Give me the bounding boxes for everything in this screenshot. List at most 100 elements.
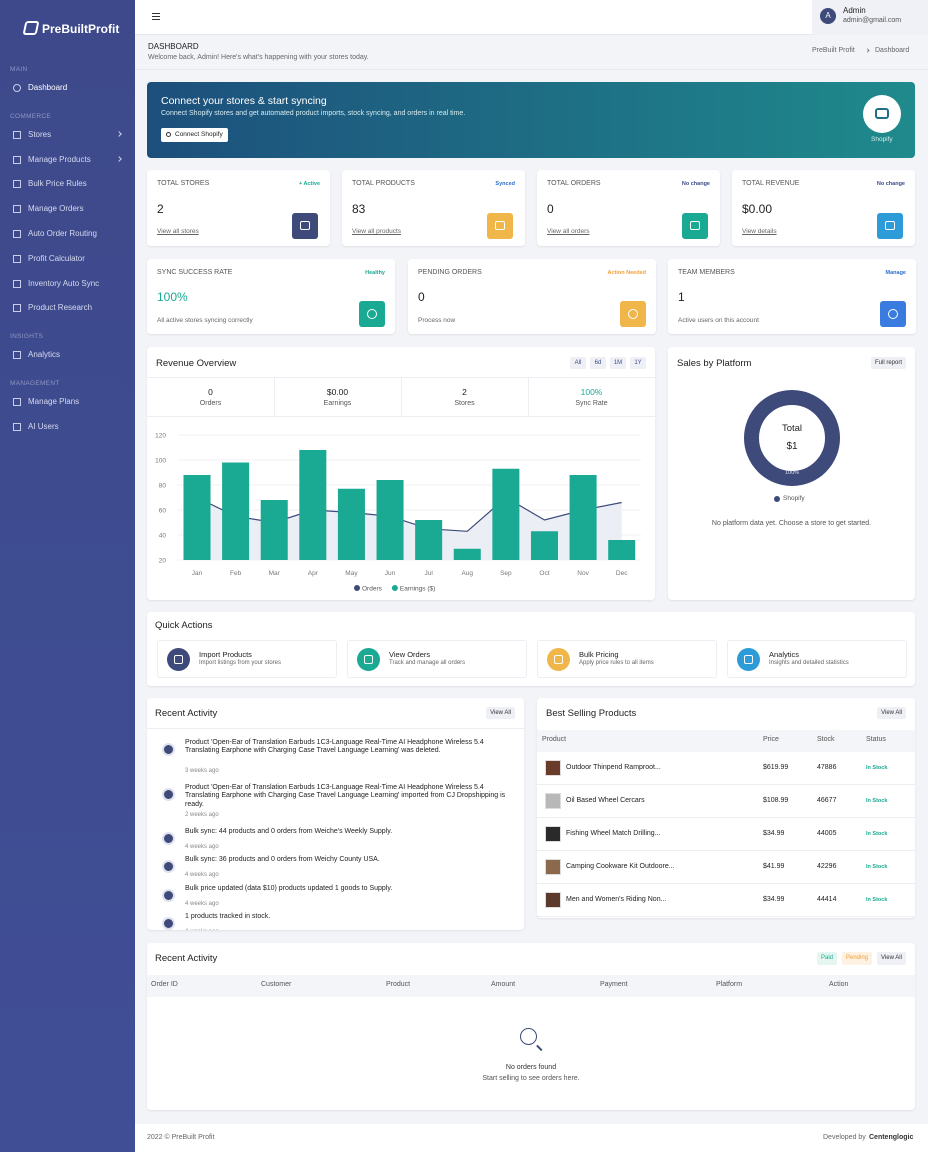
x-tick-label: Jun [385, 570, 396, 577]
product-name[interactable]: Fishing Wheel Match Drilling... [566, 830, 661, 837]
y-tick-label: 20 [159, 558, 167, 565]
product-thumb [545, 859, 561, 875]
user-name: Admin [843, 6, 866, 15]
view-all-button[interactable]: View All [486, 707, 515, 719]
row-divider [537, 883, 915, 884]
quick-action[interactable]: Bulk Pricing Apply price rules to all ite… [537, 640, 717, 678]
stat-link[interactable]: View details [742, 228, 777, 235]
brand-logo [22, 21, 40, 35]
product-price: $34.99 [763, 830, 785, 837]
nav-item[interactable]: Auto Order Routing [28, 229, 97, 238]
summary-divider [528, 377, 529, 417]
column-header: Product [386, 981, 411, 988]
column-header: Order ID [151, 981, 178, 988]
nav-item[interactable]: AI Users [28, 421, 59, 431]
quick-action-glyph [364, 655, 373, 664]
table-header [537, 730, 915, 752]
quick-action[interactable]: Import Products Import listings from your… [157, 640, 337, 678]
nav-item[interactable]: Dashboard [28, 83, 68, 92]
product-name[interactable]: Oil Based Wheel Cercars [566, 797, 645, 804]
full-report-button[interactable]: Full report [870, 357, 906, 369]
nav-item[interactable]: Manage Orders [28, 204, 84, 214]
range-button[interactable]: 1Y [630, 357, 646, 369]
row-divider [537, 817, 915, 818]
earnings-bar [530, 531, 558, 560]
stat-icon [292, 213, 318, 239]
nav-item[interactable]: Inventory Auto Sync [28, 278, 100, 288]
nav-item[interactable]: Stores [28, 129, 52, 139]
product-name[interactable]: Men and Women's Riding Non... [566, 896, 667, 903]
button-icon [166, 132, 171, 137]
activity-text: Bulk sync: 36 products and 0 orders from… [185, 856, 380, 863]
stat-value: 100% [157, 290, 188, 304]
connect-button[interactable]: Connect Shopify [161, 128, 228, 142]
banner-title: Connect your stores & start syncing [161, 95, 327, 107]
column-header: Amount [491, 981, 516, 988]
nav-icon [13, 84, 21, 92]
empty-icon [520, 1028, 537, 1045]
nav-item[interactable]: Product Research [28, 303, 93, 313]
filter-button[interactable]: View All [877, 952, 906, 965]
activity-icon [162, 743, 175, 756]
breadcrumb-item[interactable]: PreBuilt Profit [812, 47, 855, 54]
product-stock: 42296 [817, 863, 837, 870]
stat-text[interactable]: Process now [418, 317, 456, 324]
stat-tag: No change [876, 181, 905, 187]
nav-item[interactable]: Manage Products [28, 154, 91, 164]
quick-action-glyph [174, 655, 183, 664]
range-button[interactable]: 6d [590, 357, 606, 369]
status-badge: In Stock [866, 897, 888, 903]
y-tick-label: 60 [159, 508, 167, 515]
summary-value: 100% [580, 387, 603, 397]
nav-item[interactable]: Analytics [28, 350, 61, 360]
earnings-bar [415, 520, 443, 560]
activity-text: 1 products tracked in stock. [185, 913, 271, 920]
activity-card: Recent Activity View All Product 'Open-Ear… [147, 698, 524, 930]
empty-title: No orders found [505, 1064, 557, 1071]
product-name[interactable]: Camping Cookware Kit Outdoore... [566, 863, 675, 870]
stat-icon [487, 213, 513, 239]
nav-item[interactable]: Profit Calculator [28, 253, 85, 263]
column-header: Customer [261, 981, 292, 988]
stat-link[interactable]: View all stores [157, 228, 199, 235]
stat-link[interactable]: View all products [352, 228, 402, 235]
product-stock: 47886 [817, 764, 837, 771]
stat-tag: + Active [298, 181, 320, 187]
activity-icon [162, 889, 175, 902]
row-divider [537, 916, 915, 917]
range-button[interactable]: 1M [610, 357, 626, 369]
user-block[interactable]: A Admin admin@gmail.com [812, 0, 928, 35]
quick-action[interactable]: View Orders Track and manage all orders [347, 640, 527, 678]
row-divider [537, 784, 915, 785]
stat-label: SYNC SUCCESS RATE [157, 269, 233, 276]
product-name[interactable]: Outdoor Thinpend Ramproot... [566, 764, 661, 771]
earnings-bar [183, 475, 211, 560]
menu-icon [152, 16, 160, 18]
activity-time: 4 weeks ago [185, 844, 219, 850]
filter-button[interactable]: Pending [842, 952, 873, 965]
view-all-button[interactable]: View All [877, 707, 906, 719]
quick-action-text: Insights and detailed statistics [769, 660, 849, 666]
stat-link[interactable]: View all orders [547, 228, 590, 235]
quick-action[interactable]: Analytics Insights and detailed statistic… [727, 640, 907, 678]
product-thumb [545, 793, 561, 809]
filter-button[interactable]: Paid [817, 952, 838, 965]
nav-icon [13, 422, 21, 431]
stat-label: TEAM MEMBERS [678, 269, 735, 276]
stat-card: SYNC SUCCESS RATE Healthy 100% All active s… [147, 259, 395, 334]
summary-label: Stores [454, 400, 475, 407]
column-header: Price [763, 736, 779, 743]
nav-item[interactable]: Manage Plans [28, 397, 80, 406]
activity-icon [162, 917, 175, 930]
earnings-bar [608, 540, 636, 560]
range-button[interactable]: All [570, 357, 586, 369]
nav-item[interactable]: Bulk Price Rules [28, 179, 87, 189]
summary-label: Sync Rate [575, 400, 608, 407]
product-thumb [545, 826, 561, 842]
nav-chevron [116, 155, 122, 162]
stat-card: TEAM MEMBERS Manage 1 Active users on this … [668, 259, 916, 334]
x-tick-label: Oct [539, 570, 549, 577]
quick-action-text: Import listings from your stores [199, 660, 282, 666]
earnings-bar [492, 468, 520, 560]
